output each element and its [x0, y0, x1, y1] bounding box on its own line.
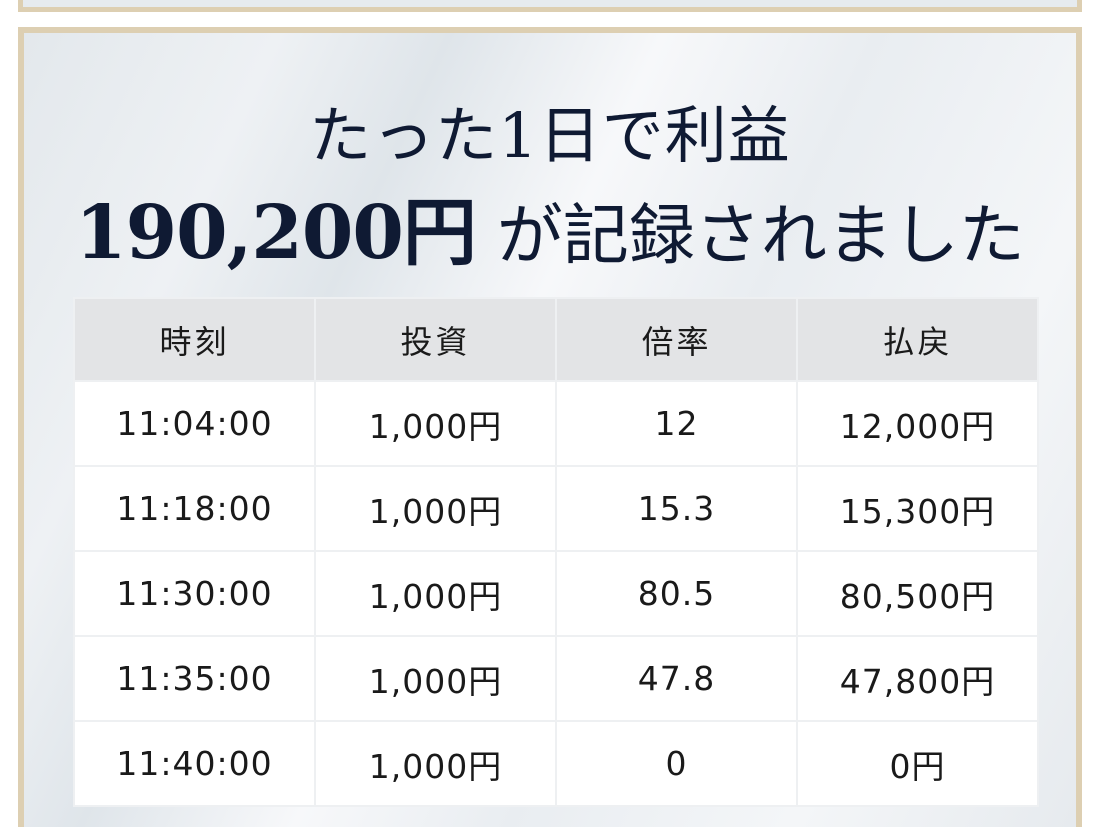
headline-line2: 190,200円 が記録されました [24, 173, 1076, 280]
table-cell: 15,300円 [796, 465, 1039, 552]
table-cell: 11:40:00 [73, 720, 316, 807]
table-cell: 11:35:00 [73, 635, 316, 722]
table-cell: 1,000円 [314, 635, 557, 722]
table-cell: 47,800円 [796, 635, 1039, 722]
profit-section: たった1日で利益 190,200円 が記録されました 時刻 投資 倍率 払戻 11:0… [18, 27, 1082, 827]
table-cell: 47.8 [555, 635, 798, 722]
table-cell: 12,000円 [796, 380, 1039, 467]
table-cell: 0 [555, 720, 798, 807]
results-table: 時刻 投資 倍率 払戻 11:04:00 1,000円 12 12,000円 11:18:00… [73, 297, 1039, 807]
previous-section-box [18, 0, 1082, 12]
column-header: 投資 [314, 297, 557, 382]
table-cell: 15.3 [555, 465, 798, 552]
table-cell: 12 [555, 380, 798, 467]
table-cell: 0円 [796, 720, 1039, 807]
table-cell: 11:30:00 [73, 550, 316, 637]
headline-line1: たった1日で利益 [309, 99, 791, 172]
table-cell: 1,000円 [314, 465, 557, 552]
column-header: 払戻 [796, 297, 1039, 382]
table-row: 11:30:00 1,000円 80.5 80,500円 [73, 550, 1039, 637]
profit-amount-highlight: 190,200円 [75, 190, 477, 276]
profit-amount: 190,200円 [75, 190, 477, 276]
table-cell: 1,000円 [314, 550, 557, 637]
column-header: 時刻 [73, 297, 316, 382]
table-row: 11:40:00 1,000円 0 0円 [73, 720, 1039, 807]
column-header: 倍率 [555, 297, 798, 382]
table-cell: 11:18:00 [73, 465, 316, 552]
table-cell: 80,500円 [796, 550, 1039, 637]
table-cell: 1,000円 [314, 720, 557, 807]
table-cell: 11:04:00 [73, 380, 316, 467]
headline-rest: が記録されました [496, 197, 1025, 274]
table-cell: 80.5 [555, 550, 798, 637]
table-row: 11:18:00 1,000円 15.3 15,300円 [73, 465, 1039, 552]
table-row: 11:04:00 1,000円 12 12,000円 [73, 380, 1039, 467]
table-row: 11:35:00 1,000円 47.8 47,800円 [73, 635, 1039, 722]
table-cell: 1,000円 [314, 380, 557, 467]
